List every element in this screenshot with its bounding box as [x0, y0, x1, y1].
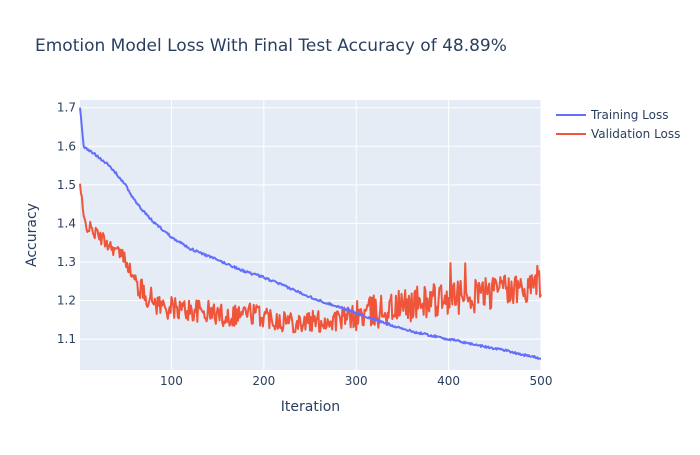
x-tick-label: 400 — [437, 374, 460, 388]
legend-item[interactable]: Training Loss — [556, 108, 668, 122]
legend-label: Validation Loss — [591, 127, 680, 141]
chart-title: Emotion Model Loss With Final Test Accur… — [35, 36, 507, 56]
y-tick-label: 1.7 — [57, 101, 76, 115]
y-tick-label: 1.5 — [57, 178, 76, 192]
x-axis-title: Iteration — [281, 399, 340, 415]
y-tick-label: 1.2 — [57, 294, 76, 308]
y-tick-label: 1.1 — [57, 332, 76, 346]
training-loss-line — [79, 107, 542, 360]
x-tick-label: 500 — [530, 374, 553, 388]
y-tick-label: 1.4 — [57, 216, 76, 230]
series-lines — [79, 107, 542, 360]
x-tick-label: 200 — [252, 374, 275, 388]
legend[interactable]: Training Loss Validation Loss — [556, 108, 680, 141]
x-tick-label: 300 — [345, 374, 368, 388]
legend-item[interactable]: Validation Loss — [556, 127, 680, 141]
y-axis-title: Accuracy — [24, 203, 40, 267]
tick-labels: 1.1 1.2 1.3 1.4 1.5 1.6 1.7 100 200 300 400 500 — [57, 101, 553, 388]
y-tick-label: 1.3 — [57, 255, 76, 269]
legend-label: Training Loss — [590, 108, 668, 122]
validation-loss-line — [79, 183, 542, 334]
x-tick-label: 100 — [160, 374, 183, 388]
y-tick-label: 1.6 — [57, 139, 76, 153]
